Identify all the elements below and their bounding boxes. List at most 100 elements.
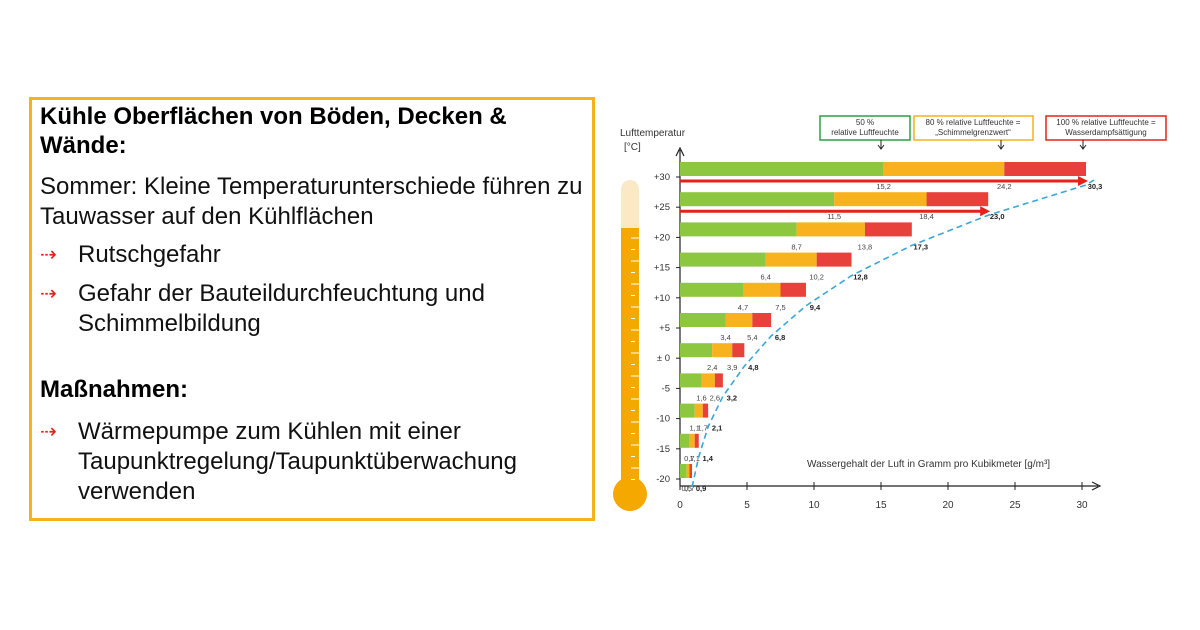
legend-box: [1045, 115, 1167, 141]
y-tick-label: -5: [662, 383, 670, 394]
data-label-100: 6,8: [775, 333, 785, 342]
data-label-80: 13,8: [858, 242, 873, 251]
data-label-50: 1,6: [696, 393, 706, 402]
data-label-50: 1,1: [690, 424, 700, 433]
bar-100: [689, 464, 693, 478]
plot-area: 0 5 10 15 20 25 30 +30 15,2 24,2 30,3 +25 11,5 18,4 23…: [654, 146, 1103, 511]
bar-80: [689, 433, 695, 448]
bar-80: [883, 162, 1005, 176]
data-label-100: 3,2: [727, 393, 737, 402]
humidity-chart: Lufttemperatur [°C] Wassergehalt der Luf…: [613, 115, 1167, 511]
bullet-item: ⇢ Gefahr der Bauteildurchfeuchtung und S…: [40, 279, 590, 339]
data-label-100: 0,9: [696, 484, 706, 493]
bar-80: [765, 252, 817, 267]
y-tick-label: +15: [654, 263, 670, 274]
y-tick-label: +25: [654, 202, 670, 213]
x-axis-arrow-icon: [1091, 481, 1102, 491]
legend-text: 80 % relative Luftfeuchte =: [926, 118, 1021, 127]
x-tick-label: 0: [677, 500, 683, 511]
measure-item: ⇢ Wärmepumpe zum Kühlen mit einer Taupun…: [40, 417, 590, 507]
data-label-50: 3,4: [720, 333, 730, 342]
highlight-arrow-head-icon: [1078, 176, 1089, 186]
bar-50: [680, 464, 687, 478]
bar-50: [680, 433, 690, 448]
x-tick-label: 20: [942, 500, 954, 511]
y-axis-unit: [°C]: [624, 142, 641, 153]
bar-100: [714, 373, 723, 388]
bar-80: [701, 373, 715, 388]
y-tick-label: +30: [654, 172, 670, 183]
data-label-50: 15,2: [876, 182, 891, 191]
legend-box: [913, 115, 1034, 141]
legend-100: 100 % relative Luftfeuchte = Wasserdampf…: [1045, 115, 1167, 150]
bar-100: [732, 343, 745, 358]
bar-100: [816, 252, 852, 267]
measures-title: Maßnahmen:: [40, 376, 189, 403]
x-tick-label: 25: [1009, 500, 1021, 511]
bar-100: [702, 403, 709, 418]
data-label-80: 5,4: [747, 333, 757, 342]
bar-50: [680, 282, 743, 297]
x-tick-label: 30: [1076, 500, 1088, 511]
y-tick-label: +20: [654, 232, 670, 243]
data-label-100: 4,8: [748, 363, 758, 372]
bar-100: [694, 433, 699, 448]
thermometer-icon: [613, 180, 647, 511]
bar-80: [725, 313, 753, 327]
y-tick-label: +5: [659, 323, 670, 334]
legend-text: „Schimmelgrenzwert“: [935, 128, 1011, 137]
bar-50: [680, 343, 713, 358]
bar-80: [796, 222, 865, 237]
dotted-arrow-icon: ⇢: [40, 283, 57, 305]
bar-100: [780, 282, 806, 297]
dotted-arrow-icon: ⇢: [40, 421, 57, 443]
data-label-100: 12,8: [853, 273, 868, 282]
legend-text: 100 % relative Luftfeuchte =: [1056, 118, 1156, 127]
y-tick-label: ± 0: [657, 353, 670, 364]
x-tick-label: 5: [744, 500, 750, 511]
y-axis-title: Lufttemperatur: [620, 128, 686, 139]
data-label-50: 0,5: [681, 484, 691, 493]
bullet-item: ⇢ Rutschgefahr: [40, 240, 590, 270]
bullet-text: Rutschgefahr: [78, 241, 221, 268]
data-label-80: 2,6: [710, 393, 720, 402]
y-tick-label: -20: [656, 474, 670, 485]
y-axis-arrow-icon: [675, 146, 685, 157]
data-label-100: 9,4: [810, 303, 821, 312]
bar-100: [864, 222, 912, 237]
legend-text: 50 %: [856, 118, 874, 127]
data-label-100: 30,3: [1088, 182, 1103, 191]
data-label-80: 1,1: [690, 454, 700, 463]
data-label-50: 0,7: [684, 454, 694, 463]
legend-pointer-icon: [877, 140, 885, 150]
measure-text: Wärmepumpe zum Kühlen mit einer Taupunkt…: [78, 418, 517, 505]
bar-50: [680, 162, 884, 176]
bar-100: [926, 192, 989, 207]
bar-50: [680, 222, 797, 237]
data-label-100: 1,4: [703, 454, 714, 463]
legend-80: 80 % relative Luftfeuchte = „Schimmelgre…: [913, 115, 1034, 150]
thermometer-bulb: [613, 477, 647, 511]
data-label-100: 17,3: [914, 242, 929, 251]
bar-100: [752, 313, 772, 327]
legend-box: [819, 115, 911, 141]
bar-80: [686, 464, 690, 478]
legend-pointer-icon: [1079, 140, 1087, 150]
data-label-50: 4,7: [738, 303, 748, 312]
bar-50: [680, 403, 695, 418]
y-tick-label: -10: [656, 414, 670, 425]
summer-text: Sommer: Kleine Temperaturunterschiede fü…: [40, 173, 583, 230]
legend-pointer-icon: [997, 140, 1005, 150]
data-label-80: 24,2: [997, 182, 1012, 191]
x-tick-label: 10: [808, 500, 820, 511]
data-label-50: 6,4: [761, 273, 771, 282]
x-axis-title: Wassergehalt der Luft in Gramm pro Kubik…: [807, 459, 1050, 470]
bar-100: [1004, 162, 1087, 176]
legend-50: 50 % relative Luftfeuchte: [819, 115, 911, 150]
saturation-curve: [691, 179, 1095, 488]
info-box: Kühle Oberflächen von Böden, Decken & Wä…: [29, 97, 595, 521]
data-label-100: 23,0: [990, 212, 1005, 221]
bar-80: [834, 192, 927, 207]
data-label-80: 0,7: [684, 484, 694, 493]
bar-50: [680, 252, 766, 267]
